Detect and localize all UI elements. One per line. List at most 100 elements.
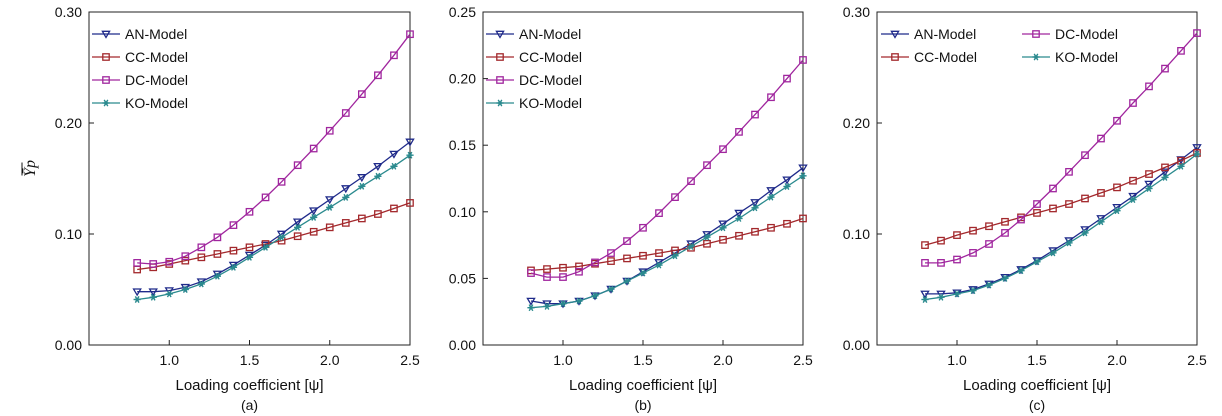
data-point [406,199,414,207]
series-an-model [920,144,1202,299]
data-point [342,193,350,201]
y-tick-label: 0.30 [55,4,82,20]
x-tick-label: 1.5 [633,352,653,368]
data-point [213,233,222,242]
data-point [1033,258,1041,266]
data-point [181,256,190,265]
data-point [294,223,302,231]
data-point [559,300,567,308]
data-point-dot [705,235,709,239]
data-point [261,243,270,251]
data-point [969,249,977,257]
data-point [133,259,141,267]
data-point [719,224,727,232]
data-point [527,269,535,277]
data-point [1001,217,1009,226]
data-point-dot [183,287,188,292]
series-line [530,175,804,309]
x-tick-label: 1.0 [947,352,967,368]
data-point-dot [923,297,927,302]
data-point [245,207,254,216]
series-dc-model [527,56,807,281]
data-point [783,183,791,190]
series-line [137,33,411,265]
data-point [799,214,807,223]
data-point-dot [721,225,725,230]
legend-label: KO-Model [519,95,582,111]
y-tick-label: 0.00 [55,337,82,353]
data-point [921,296,929,303]
data-point [735,231,743,240]
data-point [341,109,350,117]
y-tick-label: 0.10 [843,226,870,242]
data-point [1017,215,1025,224]
data-point-dot [657,263,661,267]
legend-entry-cc-model: CC-Model [881,49,977,65]
data-point [921,259,929,267]
data-point [937,236,945,245]
x-tick-label: 1.0 [553,352,573,368]
data-point [1193,149,1201,157]
data-point [623,237,631,245]
legend-marker-dot [104,101,108,105]
data-point-dot [801,174,805,178]
data-point [1097,218,1105,226]
data-point [245,253,254,261]
data-point [374,172,382,180]
data-point [703,233,711,241]
legend-entry-dc-model: DC-Model [92,72,188,88]
legend-marker-dot [1034,55,1038,59]
data-point-dot [1115,208,1119,213]
data-point-dot [1067,241,1071,245]
data-point-dot [753,206,757,210]
data-point [591,292,599,300]
data-point [953,255,961,264]
series-ko-model [133,151,414,303]
panel-label: (b) [634,397,651,413]
data-point [1144,180,1154,189]
x-tick-label: 2.0 [1107,352,1127,368]
legend-label: AN-Model [914,26,976,42]
data-point [293,232,302,241]
data-point-dot [769,195,773,199]
series-cc-model [527,214,807,275]
data-point [341,185,351,194]
legend-label: AN-Model [519,26,581,42]
y-tick-label: 0.20 [55,115,82,131]
data-point [767,223,775,232]
legend: AN-Model CC-Model DC-Model KO-Model [486,26,582,111]
data-point-dot [215,274,220,278]
legend-marker [101,30,111,39]
data-point [526,297,536,306]
data-point [326,203,334,211]
data-point [181,286,189,293]
data-point [1097,189,1105,197]
chart-panel-1: 0.00 0.10 0.20 0.30 1.0 1.5 2.0 2.5 Loading coef… [21,4,420,413]
data-point [1177,162,1185,170]
data-point [1033,200,1041,208]
data-point [1145,185,1153,192]
data-point [543,302,551,310]
series-ko-model [921,150,1201,303]
data-point [687,242,695,250]
data-point [389,150,399,159]
data-point-dot [689,244,693,249]
series-line [137,202,411,271]
legend-label: KO-Model [1055,49,1118,65]
x-axis-label: Loading coefficient [ψ] [175,377,323,394]
data-point [639,223,647,232]
data-point [767,93,775,102]
data-point-dot [577,299,581,303]
data-point [1001,274,1009,282]
series-line [925,32,1198,264]
y-tick-label: 0.00 [843,337,870,353]
data-point [197,280,205,288]
x-tick-label: 1.0 [160,352,180,368]
data-point [985,281,993,289]
data-point [559,263,567,272]
data-point [1081,194,1089,203]
legend-marker [496,53,504,61]
data-point [213,250,222,258]
data-point [374,71,382,80]
data-point [165,257,174,266]
